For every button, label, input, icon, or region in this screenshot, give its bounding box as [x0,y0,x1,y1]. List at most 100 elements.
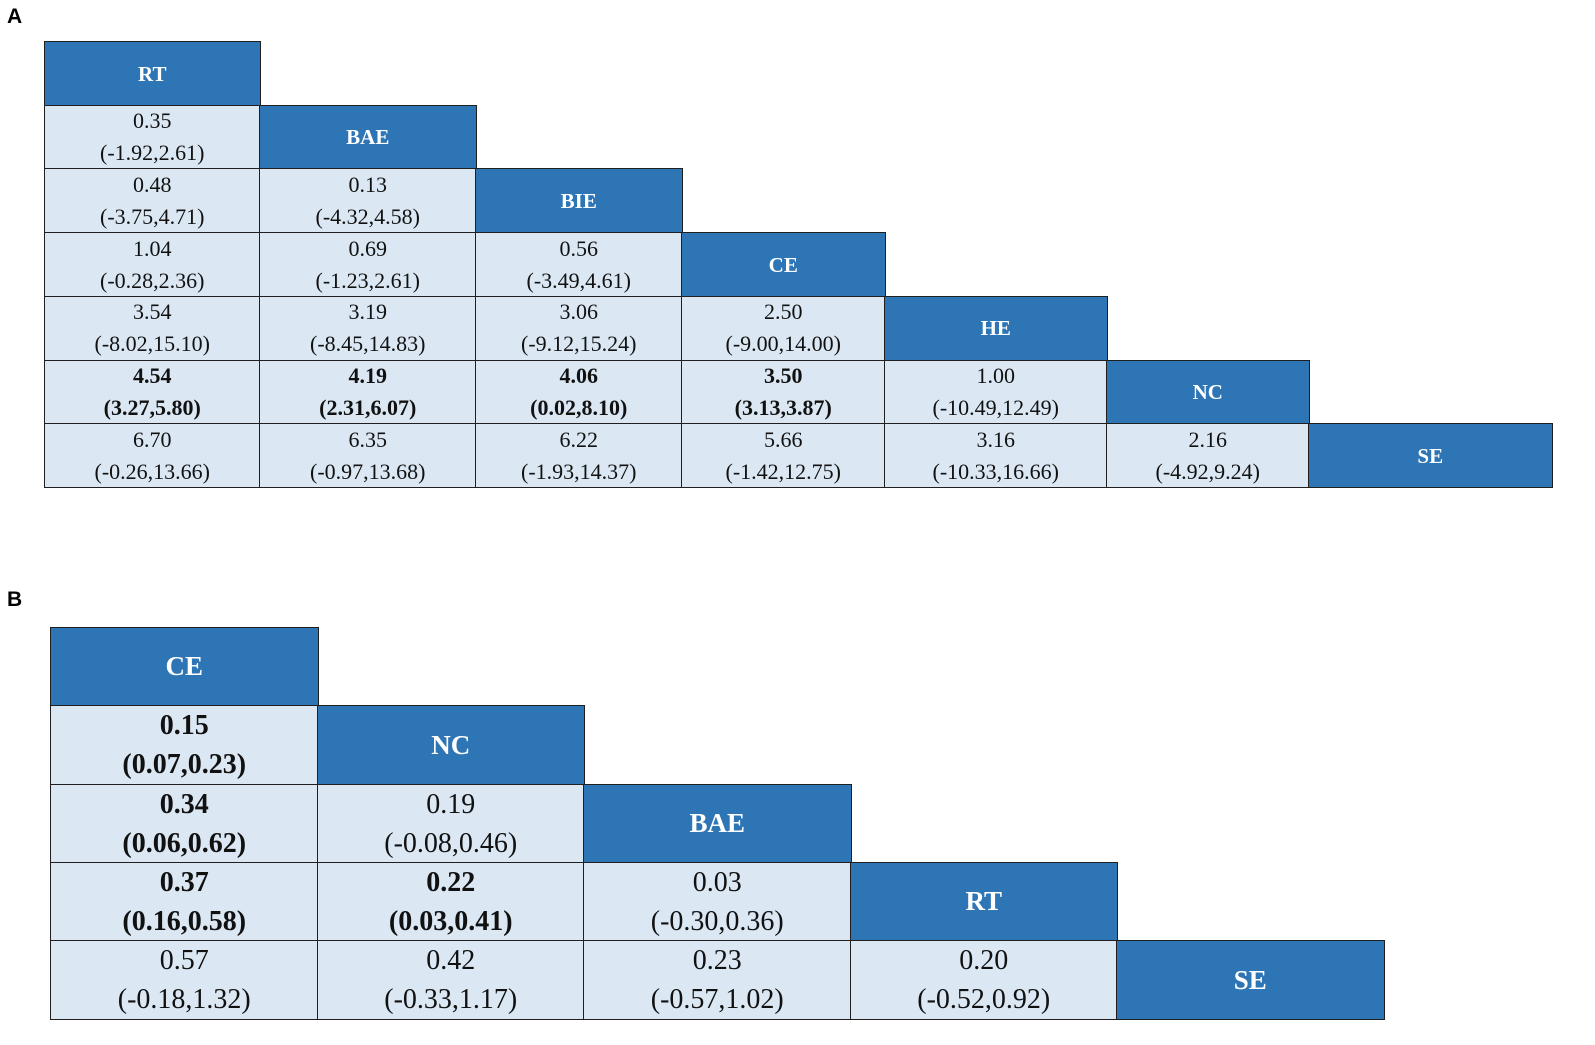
treatment-name: NC [1192,380,1223,405]
comparison-cell-a-4-0: 3.54 (-8.02,15.10) [44,295,261,361]
treatment-name: BAE [346,125,390,150]
league-table-b: CE 0.15 (0.07,0.23) NC 0.34 (0.06,0.62) 0.19 (-… [50,627,1417,1020]
effect-estimate: 4.19 [348,363,388,389]
confidence-interval: (-0.28,2.36) [100,267,205,293]
confidence-interval: (-0.57,1.02) [650,984,784,1016]
confidence-interval: (-0.30,0.36) [650,905,784,937]
effect-estimate: 0.37 [159,866,209,898]
confidence-interval: (-0.33,1.17) [384,984,518,1016]
effect-estimate: 2.16 [1188,426,1228,452]
confidence-interval: (3.27,5.80) [103,395,201,421]
confidence-interval: (0.02,8.10) [530,395,628,421]
comparison-cell-a-5-1: 4.19 (2.31,6.07) [259,359,477,425]
effect-estimate: 1.04 [133,235,172,261]
treatment-header-a-0: RT [44,41,261,107]
confidence-interval: (0.06,0.62) [122,827,247,859]
effect-estimate: 3.19 [348,299,388,325]
effect-estimate: 3.06 [559,299,599,325]
treatment-name: BAE [689,807,746,838]
comparison-cell-a-6-4: 3.16 (-10.33,16.66) [884,423,1108,489]
effect-estimate: 0.57 [159,945,209,977]
treatment-header-b-0: CE [50,627,319,707]
confidence-interval: (-4.32,4.58) [315,203,420,229]
treatment-name: SE [1233,964,1267,995]
comparison-cell-a-1-0: 0.35 (-1.92,2.61) [44,104,261,170]
comparison-cell-b-3-0: 0.37 (0.16,0.58) [50,861,319,942]
confidence-interval: (-1.42,12.75) [725,458,841,484]
confidence-interval: (-0.18,1.32) [117,984,251,1016]
confidence-interval: (-0.52,0.92) [917,984,1051,1016]
treatment-header-a-5: NC [1106,359,1310,425]
confidence-interval: (-1.92,2.61) [100,140,205,166]
panel-label-a: A [7,5,23,28]
effect-estimate: 0.19 [426,788,476,820]
comparison-cell-a-2-1: 0.13 (-4.32,4.58) [259,168,477,234]
comparison-cell-a-3-1: 0.69 (-1.23,2.61) [259,232,477,298]
treatment-header-a-2: BIE [475,168,683,234]
confidence-interval: (-8.45,14.83) [310,331,426,357]
comparison-cell-a-4-2: 3.06 (-9.12,15.24) [475,295,683,361]
effect-estimate: 0.15 [159,710,209,742]
confidence-interval: (-1.23,2.61) [315,267,420,293]
comparison-cell-a-6-3: 5.66 (-1.42,12.75) [681,423,886,489]
comparison-cell-b-3-1: 0.22 (0.03,0.41) [317,861,585,942]
league-table-a: RT 0.35 (-1.92,2.61) BAE 0.48 (-3.75,4.71) 0.1… [44,41,1585,489]
confidence-interval: (-1.93,14.37) [521,458,637,484]
confidence-interval: (-3.49,4.61) [526,267,631,293]
confidence-interval: (-9.12,15.24) [521,331,637,357]
comparison-cell-a-3-0: 1.04 (-0.28,2.36) [44,232,261,298]
comparison-cell-a-5-4: 1.00 (-10.49,12.49) [884,359,1108,425]
effect-estimate: 3.16 [976,426,1016,452]
treatment-name: NC [431,729,471,760]
treatment-header-a-4: HE [884,295,1108,361]
effect-estimate: 1.00 [976,363,1016,389]
treatment-name: CE [768,252,798,277]
effect-estimate: 4.54 [133,363,172,389]
treatment-header-b-3: RT [850,861,1118,942]
treatment-header-a-3: CE [681,232,886,298]
confidence-interval: (3.13,3.87) [734,395,832,421]
effect-estimate: 0.34 [159,788,209,820]
comparison-cell-b-2-1: 0.19 (-0.08,0.46) [317,783,585,864]
treatment-name: BIE [560,188,597,213]
comparison-cell-b-4-1: 0.42 (-0.33,1.17) [317,940,585,1020]
comparison-cell-a-6-0: 6.70 (-0.26,13.66) [44,423,261,489]
effect-estimate: 0.03 [692,866,742,898]
effect-estimate: 6.22 [559,426,599,452]
comparison-cell-a-5-3: 3.50 (3.13,3.87) [681,359,886,425]
effect-estimate: 5.66 [764,426,803,452]
effect-estimate: 0.42 [426,945,476,977]
effect-estimate: 0.56 [559,235,599,261]
comparison-cell-a-5-2: 4.06 (0.02,8.10) [475,359,683,425]
effect-estimate: 0.69 [348,235,388,261]
confidence-interval: (-10.49,12.49) [932,395,1059,421]
confidence-interval: (-0.08,0.46) [384,827,518,859]
comparison-cell-b-3-2: 0.03 (-0.30,0.36) [583,861,852,942]
confidence-interval: (0.03,0.41) [388,905,513,937]
confidence-interval: (0.07,0.23) [122,749,247,781]
comparison-cell-b-2-0: 0.34 (0.06,0.62) [50,783,319,864]
comparison-cell-a-3-2: 0.56 (-3.49,4.61) [475,232,683,298]
confidence-interval: (-0.26,13.66) [94,458,210,484]
treatment-name: RT [965,886,1003,917]
treatment-header-b-4: SE [1116,940,1385,1020]
comparison-cell-b-4-2: 0.23 (-0.57,1.02) [583,940,852,1020]
confidence-interval: (-4.92,9.24) [1155,458,1260,484]
comparison-cell-a-5-0: 4.54 (3.27,5.80) [44,359,261,425]
confidence-interval: (-8.02,15.10) [94,331,210,357]
confidence-interval: (-0.97,13.68) [310,458,426,484]
treatment-header-b-1: NC [317,705,585,786]
effect-estimate: 0.48 [133,171,172,197]
comparison-cell-a-4-3: 2.50 (-9.00,14.00) [681,295,886,361]
comparison-cell-a-6-1: 6.35 (-0.97,13.68) [259,423,477,489]
confidence-interval: (0.16,0.58) [122,905,247,937]
effect-estimate: 6.35 [348,426,388,452]
treatment-name: HE [980,316,1011,341]
effect-estimate: 0.22 [426,866,476,898]
confidence-interval: (-3.75,4.71) [100,203,205,229]
treatment-header-a-6: SE [1308,423,1553,489]
confidence-interval: (-10.33,16.66) [932,458,1059,484]
confidence-interval: (-9.00,14.00) [725,331,841,357]
comparison-cell-a-6-2: 6.22 (-1.93,14.37) [475,423,683,489]
comparison-cell-b-4-0: 0.57 (-0.18,1.32) [50,940,319,1020]
